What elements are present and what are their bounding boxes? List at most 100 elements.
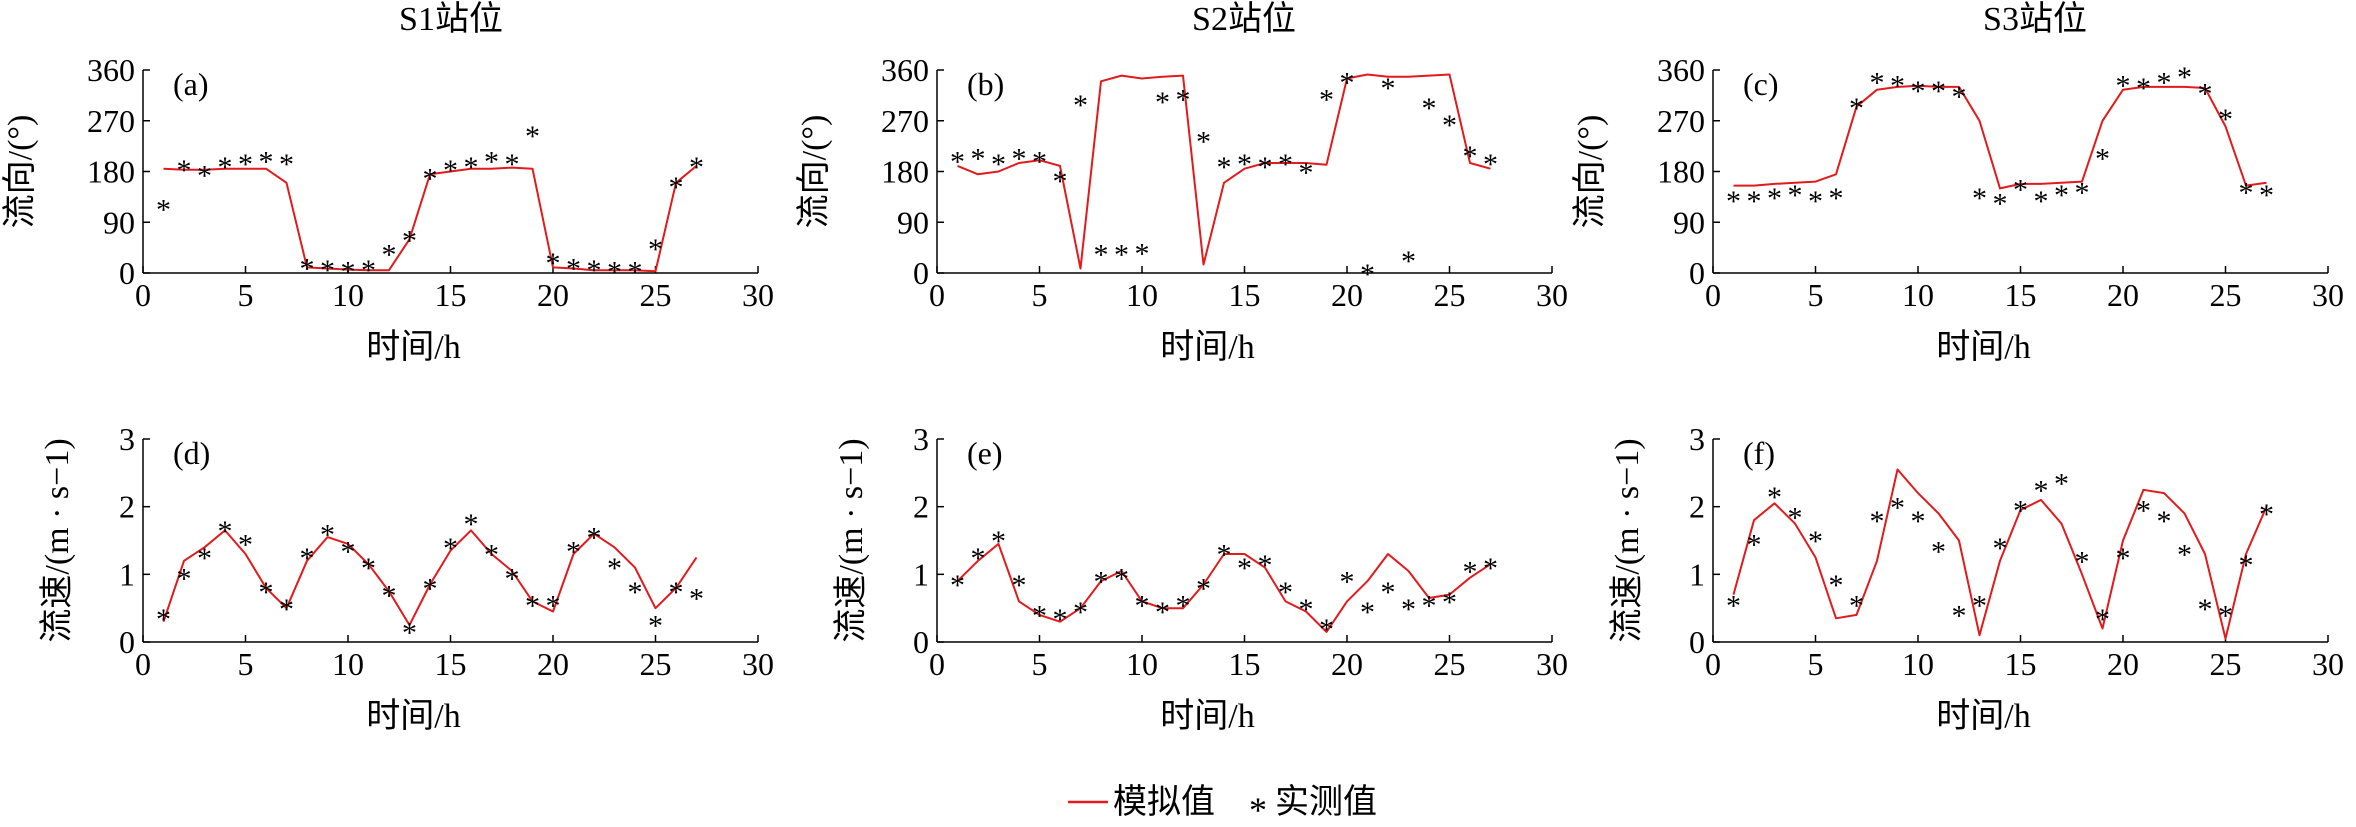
measured-point: * — [950, 145, 965, 178]
measured-point: * — [1422, 92, 1437, 125]
panel-label: (f) — [1743, 435, 1775, 471]
measured-point: * — [1483, 148, 1498, 181]
measured-point: * — [341, 255, 356, 288]
x-tick-label: 5 — [1032, 277, 1048, 313]
measured-point: * — [1032, 600, 1047, 633]
measured-point: * — [2095, 603, 2110, 636]
x-tick-label: 30 — [1536, 277, 1568, 313]
measured-point: * — [1829, 182, 1844, 215]
measured-point: * — [1176, 83, 1191, 116]
measured-point: * — [2013, 495, 2028, 528]
measured-point: * — [669, 576, 684, 609]
measured-point: * — [1952, 81, 1967, 114]
measured-point: * — [423, 162, 438, 195]
panel-label: (b) — [967, 66, 1004, 102]
measured-point: * — [2157, 66, 2172, 99]
y-tick-label: 270 — [87, 103, 135, 139]
y-axis-label: 流速/(m · s−1) — [1608, 438, 1646, 642]
x-tick-label: 10 — [332, 646, 364, 682]
measured-point: * — [1094, 566, 1109, 599]
measured-point: * — [1849, 92, 1864, 125]
measured-point: * — [2013, 174, 2028, 207]
legend-simulated-label: 模拟值 — [1113, 783, 1215, 821]
y-axis-label: 流向/(°) — [1571, 115, 1609, 229]
measured-point: * — [464, 508, 479, 541]
measured-point: * — [1094, 238, 1109, 271]
measured-point: * — [1114, 238, 1129, 271]
measured-point: * — [1890, 491, 1905, 524]
y-tick-label: 1 — [913, 556, 929, 592]
measured-point: * — [1952, 600, 1967, 633]
x-tick-label: 30 — [2312, 646, 2344, 682]
measured-point: * — [1931, 75, 1946, 108]
measured-point: * — [628, 576, 643, 609]
y-tick-label: 3 — [119, 421, 135, 457]
measured-point: * — [525, 120, 540, 153]
measured-point: * — [1217, 539, 1232, 572]
x-axis-label: 时间/h — [1936, 698, 2030, 735]
measured-point: * — [1870, 66, 1885, 99]
simulated-series-line — [956, 542, 1492, 633]
measured-point: * — [1911, 75, 1926, 108]
measured-point: * — [546, 247, 561, 280]
x-tick-label: 30 — [2312, 277, 2344, 313]
measured-point: * — [2054, 468, 2069, 501]
measured-point: * — [300, 253, 315, 286]
measured-point: * — [2259, 179, 2274, 212]
measured-point: * — [1340, 566, 1355, 599]
measured-point: * — [197, 542, 212, 575]
simulated-series-line — [162, 529, 698, 627]
measured-point: * — [279, 148, 294, 181]
x-tick-label: 25 — [1434, 646, 1466, 682]
measured-point: * — [1890, 69, 1905, 102]
measured-point: * — [1911, 505, 1926, 538]
measured-point: * — [971, 542, 986, 575]
measured-point: * — [1278, 148, 1293, 181]
measured-point: * — [1381, 576, 1396, 609]
x-tick-label: 5 — [238, 277, 254, 313]
y-tick-label: 0 — [119, 624, 135, 660]
measured-point: * — [1012, 569, 1027, 602]
measured-point: * — [1360, 596, 1375, 629]
column-titles: S1站位 S2站位 S3站位 — [399, 0, 2087, 38]
measured-point: * — [402, 224, 417, 257]
measured-point: * — [2218, 103, 2233, 136]
measured-point: * — [382, 579, 397, 612]
measured-point: * — [218, 515, 233, 548]
x-tick-label: 25 — [2210, 277, 2242, 313]
measured-point: * — [279, 593, 294, 626]
y-axis-label: 流速/(m · s−1) — [38, 438, 76, 642]
measured-point: * — [2116, 69, 2131, 102]
column-title-s2: S2站位 — [1192, 0, 1296, 38]
measured-point: * — [2157, 505, 2172, 538]
simulated-series-line — [1732, 468, 2268, 640]
measured-point: * — [1993, 532, 2008, 565]
x-tick-label: 10 — [1126, 277, 1158, 313]
x-tick-label: 5 — [1032, 646, 1048, 682]
x-tick-label: 20 — [1331, 646, 1363, 682]
measured-point: * — [1401, 245, 1416, 278]
panel-label: (c) — [1743, 66, 1779, 102]
measured-point: * — [382, 238, 397, 271]
y-axis-label: 流速/(m · s−1) — [832, 438, 870, 642]
x-axis-label: 时间/h — [1160, 698, 1254, 735]
measured-point: * — [259, 576, 274, 609]
x-tick-label: 0 — [135, 646, 151, 682]
measured-point: * — [1340, 66, 1355, 99]
measured-point: * — [1726, 185, 1741, 218]
measured-point: * — [238, 529, 253, 562]
measured-point: * — [2259, 498, 2274, 531]
measured-point: * — [1278, 576, 1293, 609]
measured-point: * — [607, 255, 622, 288]
y-tick-label: 180 — [1657, 154, 1705, 190]
x-axis-label: 时间/h — [366, 329, 460, 366]
x-tick-label: 15 — [435, 646, 467, 682]
y-tick-label: 360 — [1657, 52, 1705, 88]
measured-point: * — [1931, 535, 1946, 568]
measured-point: * — [484, 145, 499, 178]
measured-point: * — [587, 254, 602, 287]
measured-point: * — [648, 610, 663, 643]
y-tick-label: 2 — [119, 489, 135, 525]
measured-point: * — [2034, 185, 2049, 218]
